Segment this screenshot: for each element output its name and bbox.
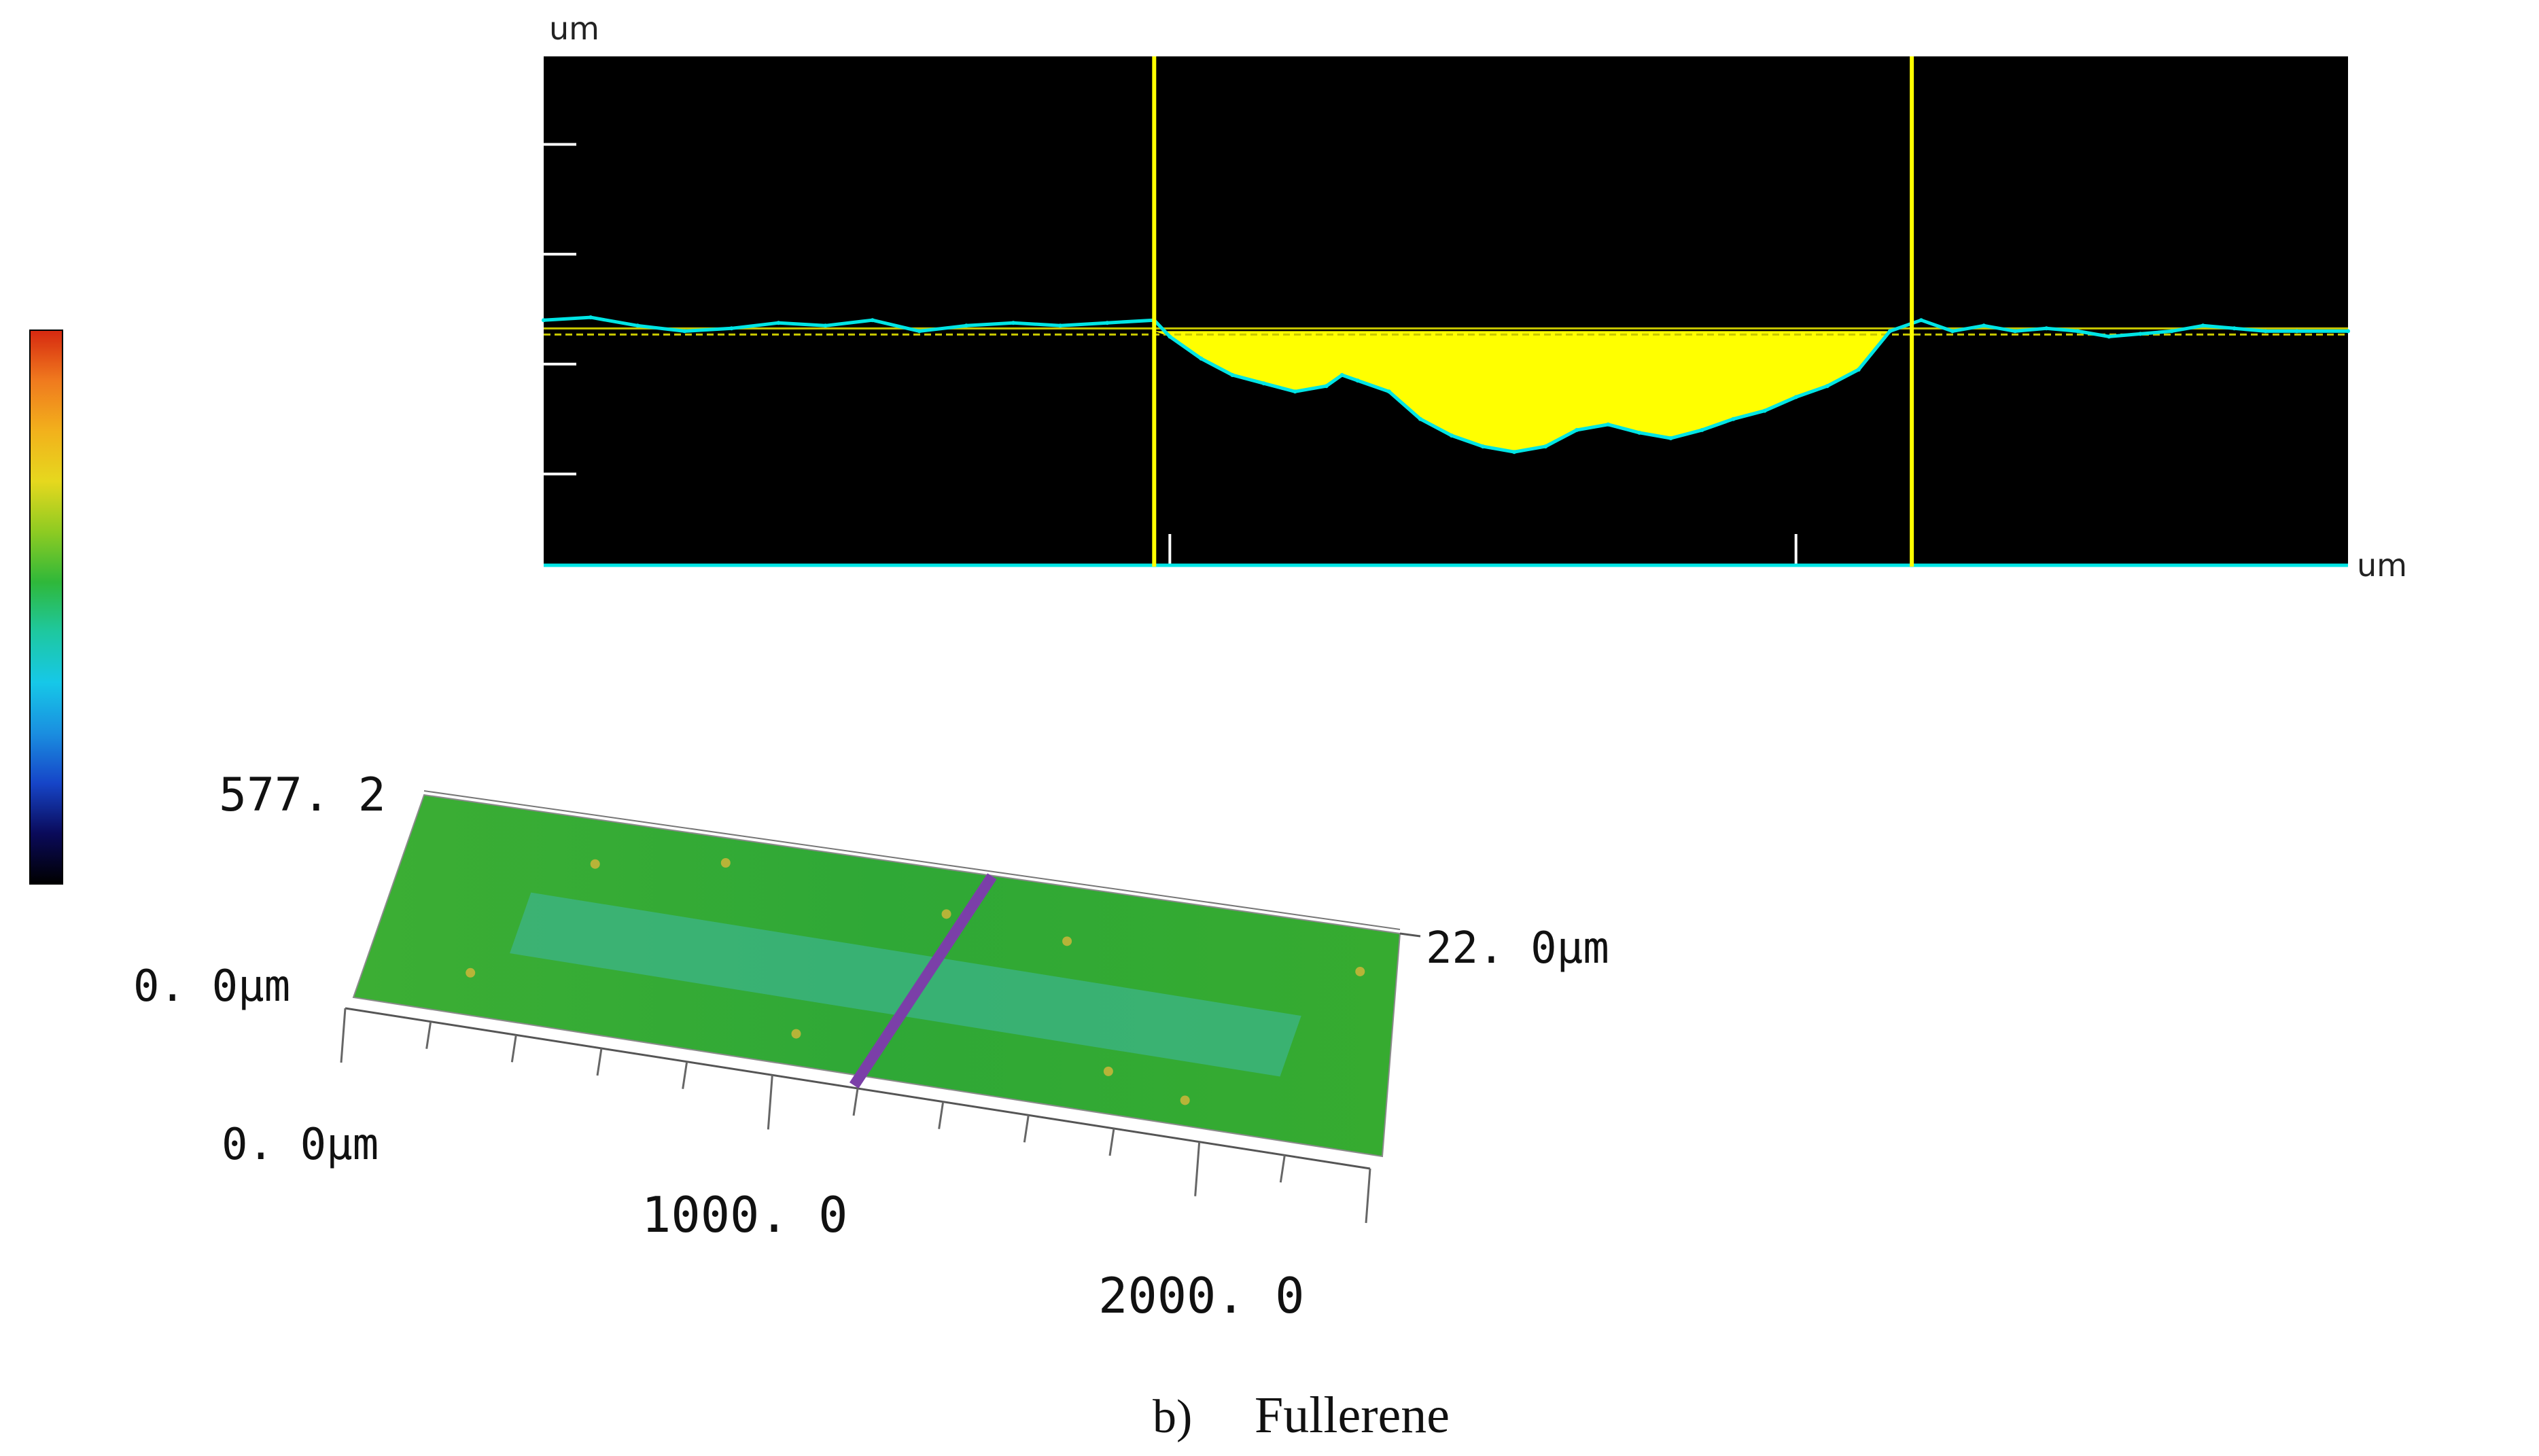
profile-point [2076,329,2080,334]
profile-point [1324,384,1329,389]
profile-point [2294,329,2299,334]
profile-point [1261,381,1266,386]
profile-point [1199,356,1204,361]
profile-point [1950,329,1955,334]
profile-chart: um um [542,10,2407,584]
profile-point [1919,318,1923,323]
x-axis-tick [938,1101,945,1129]
x-axis-tick [1023,1115,1030,1143]
y-axis-origin-label: 0. 0µm [133,961,290,1012]
surface-speckle [1355,966,1365,976]
profile-point [682,329,687,334]
surface-speckle [1180,1095,1190,1105]
x-axis-end-label: 2000. 0 [1098,1267,1304,1324]
profile-point [2107,334,2112,339]
profile-point [1887,329,1892,334]
x-axis-tick [682,1061,688,1089]
profile-point [1481,444,1485,449]
x-unit-label: um [2357,547,2407,584]
profile-point [776,321,781,325]
profile-point [2232,326,2237,331]
x-axis-tick [510,1035,517,1063]
x-axis-origin-label: 0. 0µm [222,1120,379,1170]
x-axis-tick [852,1088,859,1116]
profile-point [2201,323,2205,328]
profile-point [1418,416,1422,421]
surface-back-edge [423,790,1401,930]
profile-point [635,323,640,328]
color-bar-scale [29,330,63,885]
profile-point [2013,329,2018,334]
profile-point [1011,321,1015,325]
plot-background [544,56,2348,567]
profile-point [1606,422,1611,427]
x-axis-tick [1108,1128,1115,1156]
figure-caption: b) Fullerene [1153,1387,1450,1444]
profile-point [1449,433,1454,438]
profile-point [1105,321,1110,325]
color-bar [29,330,63,885]
profile-point [1293,389,1297,394]
profile-point [1339,373,1344,377]
x-axis-tick [1365,1168,1371,1224]
x-axis-tick [340,1008,347,1063]
profile-point [2346,329,2350,334]
x-axis-mid-label: 1000. 0 [642,1186,847,1243]
x-axis-tick [596,1048,603,1076]
surface-speckle [941,909,951,919]
z-axis-top-label: 22. 0µm [1426,923,1609,974]
profile-point [1856,368,1861,372]
profile-point [1731,416,1736,421]
profile-layer [542,56,2350,567]
profile-point [1386,389,1391,394]
z-axis-tick [1399,932,1421,938]
profile-point [1668,436,1673,440]
y-axis-ticks [544,143,576,476]
x-axis-ticks [1168,534,1798,567]
y-axis-top-label: 577. 2 [219,768,386,822]
profile-point [2044,326,2049,331]
profile-point [1793,395,1798,399]
profile-point [729,326,734,331]
profile-point [2138,332,2143,336]
profile-point [917,329,922,334]
profile-point [1512,450,1517,455]
profile-point [1982,323,1986,328]
surface-speckle [720,858,731,868]
surface-speckle [1062,936,1072,946]
profile-point [1575,427,1579,432]
profile-point [1543,444,1548,449]
profile-point [823,323,828,328]
surface-speckle [466,967,476,978]
surface-speckle [1103,1066,1113,1076]
surface-speckle [590,859,600,869]
wear-track-band [510,892,1301,1077]
surface-speckle [791,1029,801,1039]
profile-point [1637,430,1642,435]
section-line [849,873,997,1088]
x-axis-tick [425,1021,432,1049]
profile-point [2169,329,2174,334]
x-axis-tick [1194,1141,1201,1196]
profile-point [1700,427,1704,432]
profile-point [1825,384,1829,389]
profile-point [542,318,546,323]
profile-point [964,323,968,328]
profile-point [589,315,593,320]
profile-point [2263,329,2268,334]
caption-text: Fullerene [1255,1387,1450,1444]
profile-point [1168,334,1172,339]
profile-point [870,318,875,323]
profile-point [1762,408,1767,413]
y-unit-label: um [549,10,599,47]
profile-point [1230,373,1235,377]
x-axis-tick [767,1075,773,1130]
profile-point [1058,323,1063,328]
profile-point [1355,378,1360,383]
caption-label: b) [1153,1391,1192,1443]
x-axis-tick [1279,1155,1286,1183]
surface-view: 577. 2 0. 0µm 22. 0µm 0. 0µm 1000. 0 200… [133,768,1609,1324]
